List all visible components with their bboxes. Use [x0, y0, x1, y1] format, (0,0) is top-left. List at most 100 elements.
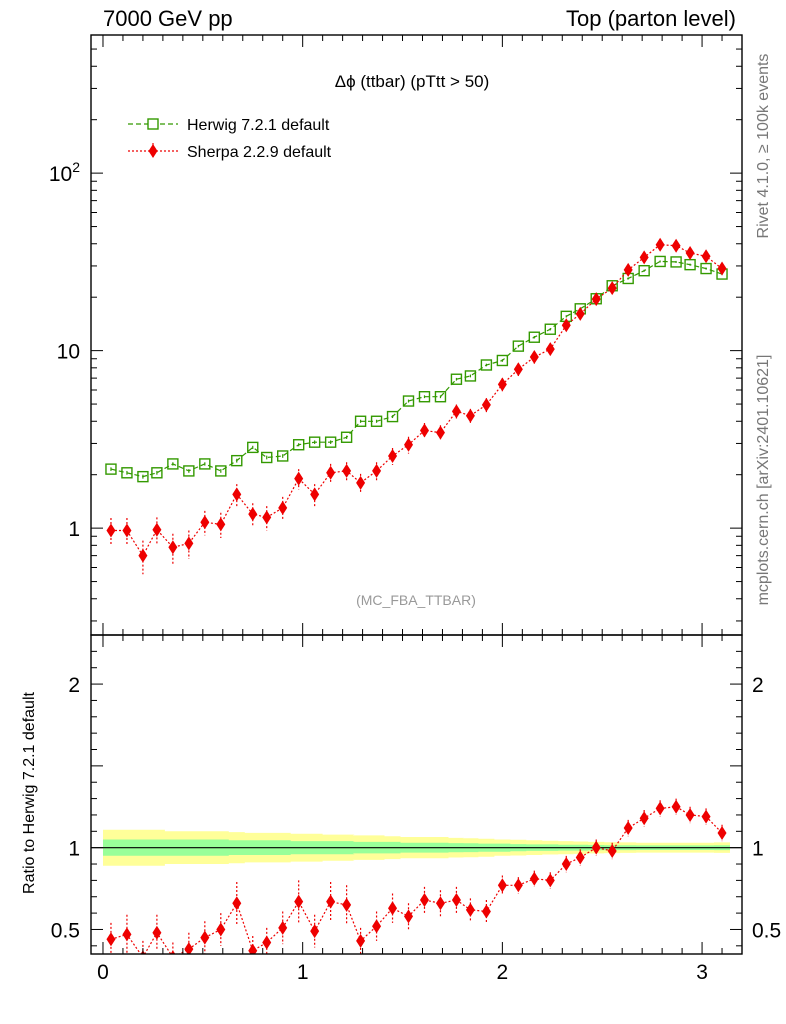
data-point [216, 517, 226, 532]
legend-label: Sherpa 2.2.9 default [187, 144, 332, 161]
ratio-point [122, 927, 132, 942]
ratio-point [701, 809, 711, 824]
ratio-y-tick-label-right: 1 [752, 838, 764, 861]
axis-tick-labels: 1 10 102 0.5 0.5 1 1 2 2 0 1 2 3 [49, 159, 781, 984]
data-point [199, 458, 211, 470]
y-tick-label: 10 [57, 341, 80, 364]
ratio-series-sherpa [106, 798, 727, 954]
data-point [232, 487, 242, 502]
data-point [200, 515, 210, 530]
data-point [342, 463, 352, 478]
plot-texts: Δϕ (ttbar) (pTtt > 50) (MC_FBA_TTBAR) [335, 72, 490, 608]
data-point [122, 523, 132, 538]
ratio-point [591, 840, 601, 855]
ratio-point [310, 924, 320, 939]
data-point [481, 397, 491, 412]
x-tick-label: 1 [297, 961, 309, 984]
data-point [655, 237, 665, 252]
data-point [451, 404, 461, 419]
data-point [308, 436, 321, 448]
data-point [324, 436, 337, 448]
data-point [151, 467, 163, 479]
data-point [138, 548, 148, 563]
data-point [545, 342, 555, 357]
data-point [512, 340, 525, 352]
data-point [480, 359, 493, 371]
data-point [294, 471, 304, 486]
data-point [215, 465, 227, 477]
ratio-y-tick-label-right: 0.5 [752, 919, 781, 942]
ratio-line [110, 806, 723, 954]
data-point [497, 377, 507, 392]
legend-item-herwig: Herwig 7.2.1 default [128, 117, 330, 134]
mcplots-credit-label: mcplots.cern.ch [arXiv:2401.10621] [755, 354, 772, 606]
main-series [105, 237, 728, 575]
data-point [561, 318, 571, 333]
data-point [717, 261, 727, 276]
data-point [638, 265, 650, 277]
data-point [419, 423, 429, 438]
ratio-series [106, 798, 727, 954]
data-point [247, 441, 259, 454]
data-point [388, 448, 398, 463]
data-point [639, 250, 649, 265]
ratio-frame [90, 634, 743, 955]
ratio-point [655, 801, 665, 816]
ratio-point [575, 850, 585, 865]
data-point [183, 465, 195, 477]
data-point [292, 439, 305, 451]
ratio-point [465, 902, 475, 917]
data-point [386, 410, 399, 423]
legend-marker [147, 118, 159, 130]
ratio-point [216, 922, 226, 937]
ratio-point [639, 811, 649, 826]
data-point [607, 281, 617, 296]
data-point [529, 350, 539, 365]
ratio-point [419, 893, 429, 908]
data-point [513, 362, 523, 377]
ratio-y-axis-label: Ratio to Herwig 7.2.1 default [21, 692, 38, 894]
ratio-point [278, 920, 288, 935]
legend-item-sherpa: Sherpa 2.2.9 default [128, 143, 332, 161]
data-point [152, 522, 162, 537]
beam-energy-label: 7000 GeV pp [103, 6, 233, 31]
data-point [623, 262, 633, 277]
ratio-y-tick-label-right: 2 [752, 674, 764, 697]
data-point [654, 255, 666, 268]
data-point [262, 510, 272, 525]
ratio-point [152, 925, 162, 940]
ratio-point [513, 878, 523, 893]
data-point [544, 323, 556, 335]
ratio-point [262, 935, 272, 950]
ratio-point [404, 909, 414, 924]
analysis-watermark: (MC_FBA_TTBAR) [356, 592, 476, 608]
ratio-point [326, 894, 336, 909]
data-point [167, 458, 179, 470]
data-point [248, 507, 258, 522]
data-point [372, 463, 382, 478]
ratio-y-tick-label-left: 0.5 [51, 919, 80, 942]
ratio-point [545, 873, 555, 888]
series-sherpa [106, 237, 727, 575]
y-tick-label: 1 [68, 518, 80, 541]
data-point [278, 500, 288, 515]
ratio-point [497, 878, 507, 893]
data-point [231, 454, 243, 467]
data-point [591, 292, 601, 307]
data-point [434, 391, 447, 403]
plot-frames [90, 34, 743, 955]
y-tick-label: 102 [49, 159, 80, 186]
series-line [110, 260, 723, 478]
ratio-point [685, 807, 695, 822]
ratio-point [106, 932, 116, 947]
legend-marker [148, 144, 158, 158]
data-point [354, 415, 367, 427]
chart-title: Δϕ (ttbar) (pTtt > 50) [335, 72, 490, 91]
ratio-point [372, 919, 382, 934]
data-point [370, 415, 383, 427]
ratio-point [561, 857, 571, 872]
ratio-point [671, 799, 681, 814]
x-tick-label: 0 [97, 961, 109, 984]
ratio-point [184, 942, 194, 954]
data-point [700, 262, 712, 275]
